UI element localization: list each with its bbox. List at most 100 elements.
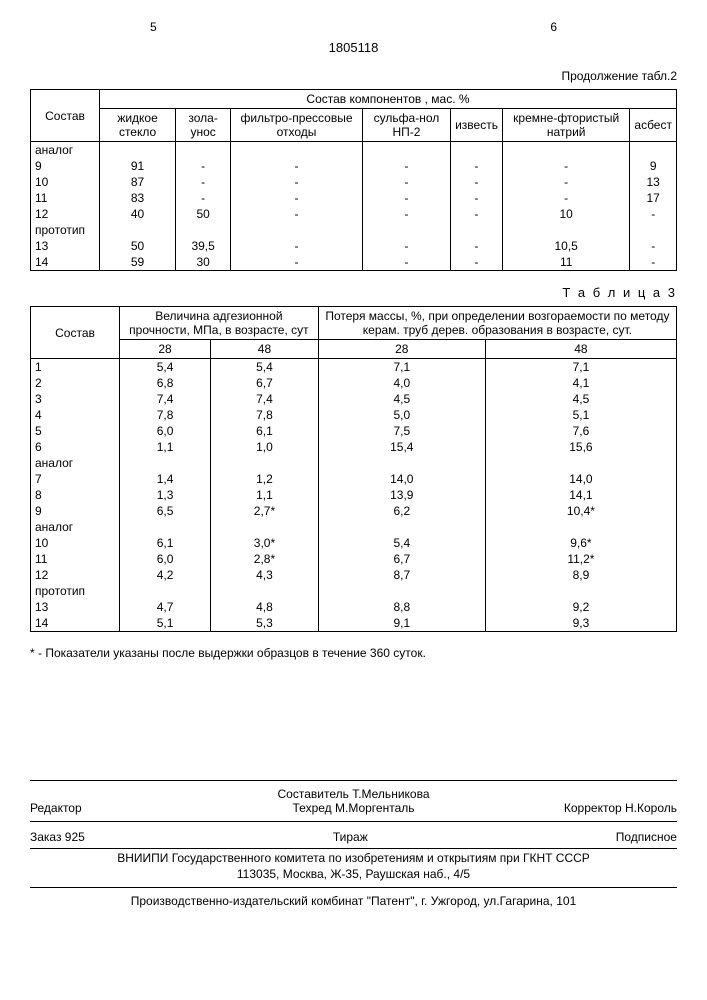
cell: 7,4	[211, 391, 319, 407]
cell: -	[231, 190, 363, 206]
row-label: 8	[31, 487, 120, 503]
cell: 50	[100, 238, 176, 254]
cell: 5,4	[318, 535, 485, 551]
cell: -	[231, 158, 363, 174]
cell: 6,7	[318, 551, 485, 567]
cell: 1,1	[120, 439, 211, 455]
cell: 1,4	[120, 471, 211, 487]
org-line1: ВНИИПИ Государственного комитета по изоб…	[30, 851, 677, 865]
cell	[318, 583, 485, 599]
cell	[451, 142, 503, 159]
cell: 14,0	[485, 471, 676, 487]
cell	[176, 142, 231, 159]
table2-col-1: зола-унос	[176, 109, 231, 142]
cell: 11	[502, 254, 629, 271]
table-row: 116,02,8*6,711,2*	[31, 551, 677, 567]
cell: 15,6	[485, 439, 676, 455]
table3-sub-0: 28	[120, 340, 211, 359]
cell	[231, 142, 363, 159]
cell: 14,0	[318, 471, 485, 487]
table2-col-5: кремне-фтористый натрий	[502, 109, 629, 142]
table2-head-group: Состав компонентов , мас. %	[100, 90, 677, 109]
order-row: Заказ 925 Тираж Подписное	[30, 826, 677, 849]
cell: 1,0	[211, 439, 319, 455]
table-row: аналог	[31, 142, 677, 159]
cell	[120, 455, 211, 471]
cell: -	[451, 254, 503, 271]
row-label: 13	[31, 238, 100, 254]
row-label: аналог	[31, 455, 120, 471]
cell: 10,5	[502, 238, 629, 254]
cell: -	[630, 238, 677, 254]
cell: 4,0	[318, 375, 485, 391]
cell: -	[630, 206, 677, 222]
cell: 7,4	[120, 391, 211, 407]
table3-head-group2: Потеря массы, %, при определении возгора…	[318, 307, 676, 340]
table3-head-col1: Состав	[31, 307, 120, 359]
cell: 8,8	[318, 599, 485, 615]
row-label: 1	[31, 359, 120, 376]
editor-label: Редактор	[30, 801, 246, 815]
cell: -	[176, 158, 231, 174]
table-row: 15,45,47,17,1	[31, 359, 677, 376]
table2: Состав Состав компонентов , мас. % жидко…	[30, 89, 677, 271]
cell: -	[231, 206, 363, 222]
cell: 7,8	[211, 407, 319, 423]
cell: 11,2*	[485, 551, 676, 567]
table2-continuation-label: Продолжение табл.2	[30, 69, 677, 83]
cell: -	[176, 174, 231, 190]
table3-sub-2: 28	[318, 340, 485, 359]
cell: 5,0	[318, 407, 485, 423]
corrector: Корректор Н.Король	[461, 801, 677, 815]
cell: 4,1	[485, 375, 676, 391]
cell	[120, 519, 211, 535]
row-label: 9	[31, 158, 100, 174]
row-label: 11	[31, 190, 100, 206]
table-row: 96,52,7*6,210,4*	[31, 503, 677, 519]
cell: 9,2	[485, 599, 676, 615]
table3-sub-3: 48	[485, 340, 676, 359]
row-label: 14	[31, 615, 120, 632]
cell	[318, 455, 485, 471]
editor-label	[30, 787, 246, 801]
cell: 13,9	[318, 487, 485, 503]
row-label: 10	[31, 174, 100, 190]
cell: 59	[100, 254, 176, 271]
cell: 4,5	[318, 391, 485, 407]
order-right: Подписное	[616, 830, 677, 844]
cell: -	[451, 238, 503, 254]
cell: 30	[176, 254, 231, 271]
row-label: 11	[31, 551, 120, 567]
cell: 9,3	[485, 615, 676, 632]
cell: 14,1	[485, 487, 676, 503]
cell: 4,7	[120, 599, 211, 615]
cell	[231, 222, 363, 238]
cell: -	[502, 158, 629, 174]
cell: 5,4	[120, 359, 211, 376]
table2-col-2: фильтро-прессовые отходы	[231, 109, 363, 142]
cell: 40	[100, 206, 176, 222]
row-label: 5	[31, 423, 120, 439]
table3-title: Т а б л и ц а 3	[30, 285, 677, 300]
cell: -	[362, 158, 450, 174]
cell: 7,1	[318, 359, 485, 376]
cell: 5,1	[485, 407, 676, 423]
document-number: 1805118	[30, 40, 677, 55]
cell: 6,8	[120, 375, 211, 391]
cell: 13	[630, 174, 677, 190]
table-row: 61,11,015,415,6	[31, 439, 677, 455]
cell	[485, 455, 676, 471]
row-label: 6	[31, 439, 120, 455]
credits-block: Составитель Т.Мельникова Редактор Техред…	[30, 780, 677, 822]
cell	[502, 222, 629, 238]
cell: -	[362, 238, 450, 254]
cell: -	[451, 206, 503, 222]
page-numbers: 5 6	[30, 20, 677, 34]
cell: 4,8	[211, 599, 319, 615]
cell: -	[176, 190, 231, 206]
table-row: 56,06,17,57,6	[31, 423, 677, 439]
cell: 6,7	[211, 375, 319, 391]
cell: -	[362, 206, 450, 222]
cell: -	[451, 158, 503, 174]
row-label: прототип	[31, 583, 120, 599]
